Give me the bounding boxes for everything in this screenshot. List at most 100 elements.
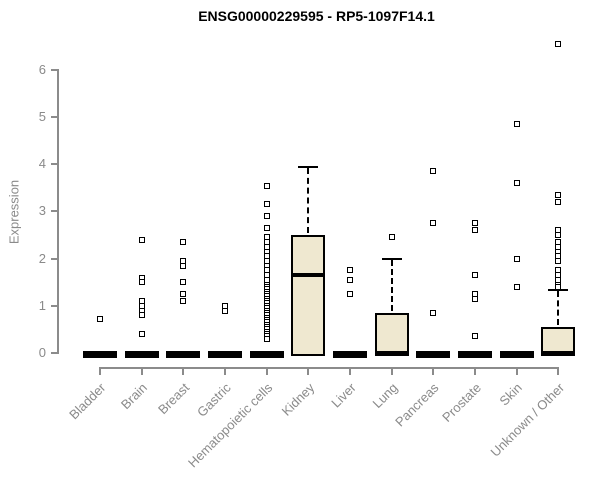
outlier-point: [555, 41, 562, 48]
x-tick: [140, 368, 143, 375]
x-tick: [99, 368, 101, 375]
x-tick-label: Unknown / Other: [487, 380, 567, 460]
y-tick-label: 5: [38, 109, 46, 125]
flat-box-gastric: [208, 351, 242, 358]
x-tick-label: Kidney: [278, 380, 317, 419]
x-tick: [224, 368, 226, 375]
outlier-point: [263, 182, 270, 189]
flat-box-brain: [124, 351, 159, 358]
y-tick-label: 4: [38, 156, 46, 172]
x-tick-label: Gastric: [193, 380, 234, 420]
median-line: [374, 351, 409, 355]
y-axis: [57, 69, 59, 354]
outlier-point: [138, 279, 145, 286]
y-tick: [51, 116, 58, 119]
outlier-point: [472, 295, 478, 302]
outlier-point: [180, 291, 187, 298]
x-tick: [265, 368, 268, 375]
y-tick-label: 0: [38, 345, 46, 360]
flat-box-bladder: [83, 351, 117, 358]
x-tick-label: Liver: [328, 380, 359, 411]
y-tick: [51, 210, 58, 213]
outlier-point: [430, 309, 437, 316]
outlier-point: [472, 227, 478, 234]
x-tick: [432, 368, 435, 375]
outlier-point: [555, 191, 562, 198]
x-tick: [390, 368, 393, 375]
outlier-point: [222, 307, 228, 314]
whisker-cap: [381, 257, 402, 260]
x-tick: [307, 368, 310, 375]
x-tick-label: Brain: [118, 380, 151, 413]
x-tick: [557, 368, 560, 375]
outlier-point: [513, 180, 520, 187]
outlier-point: [555, 283, 562, 290]
outlier-point: [555, 199, 562, 206]
outlier-point: [513, 255, 520, 262]
flat-box-hematopoietic-cells: [249, 351, 284, 358]
outlier-point: [430, 168, 437, 175]
outlier-point: [180, 262, 187, 269]
x-tick: [182, 368, 185, 375]
box-lung: [374, 312, 409, 356]
outlier-point: [180, 279, 187, 286]
outlier-point: [180, 239, 187, 246]
flat-box-skin: [499, 351, 534, 358]
x-tick-label: Prostate: [438, 380, 484, 425]
outlier-point: [513, 121, 520, 128]
outlier-point: [555, 232, 562, 239]
y-tick: [51, 163, 58, 166]
whisker-cap: [298, 165, 319, 168]
x-tick-label: Bladder: [66, 380, 109, 423]
outlier-point: [180, 298, 187, 305]
flat-box-liver: [333, 351, 367, 358]
outlier-point: [472, 272, 478, 279]
outlier-point: [347, 291, 353, 298]
outlier-point: [138, 312, 145, 319]
outlier-point: [472, 333, 478, 340]
outlier-point: [263, 225, 270, 231]
x-axis: [99, 367, 560, 369]
whisker: [390, 259, 393, 311]
outlier-point: [138, 236, 145, 243]
outlier-point: [347, 276, 353, 283]
y-tick: [51, 257, 58, 260]
outlier-point: [138, 331, 145, 338]
outlier-point: [97, 316, 103, 323]
outlier-point: [388, 234, 395, 241]
y-tick: [51, 352, 58, 354]
y-tick-label: 1: [38, 297, 46, 313]
outlier-point: [555, 258, 562, 265]
chart-title: ENSG00000229595 - RP5-1097F14.1: [198, 8, 435, 24]
x-tick: [349, 368, 351, 375]
whisker-cap: [548, 289, 569, 292]
whisker: [557, 291, 560, 326]
x-tick-label: Pancreas: [392, 380, 442, 430]
y-tick: [51, 68, 58, 71]
x-tick-label: Skin: [496, 380, 526, 409]
outlier-point: [347, 267, 353, 274]
outlier-point: [263, 213, 270, 220]
y-tick-label: 3: [38, 203, 46, 219]
box-kidney: [291, 235, 326, 356]
outlier-point: [263, 201, 270, 208]
flat-box-breast: [166, 351, 201, 358]
x-tick-label: Breast: [154, 380, 192, 418]
whisker: [307, 167, 310, 234]
y-tick-label: 2: [38, 250, 46, 266]
flat-box-prostate: [458, 351, 492, 358]
median-line: [291, 273, 326, 278]
x-tick: [474, 368, 476, 375]
y-tick-label: 6: [38, 61, 46, 77]
outlier-point: [263, 335, 270, 342]
flat-box-pancreas: [416, 351, 451, 358]
y-tick: [51, 304, 58, 307]
outlier-point: [472, 220, 478, 227]
x-tick-label: Lung: [369, 380, 401, 412]
x-tick: [515, 368, 518, 375]
outlier-point: [513, 283, 520, 290]
outlier-point: [430, 220, 437, 227]
median-line: [541, 351, 576, 355]
